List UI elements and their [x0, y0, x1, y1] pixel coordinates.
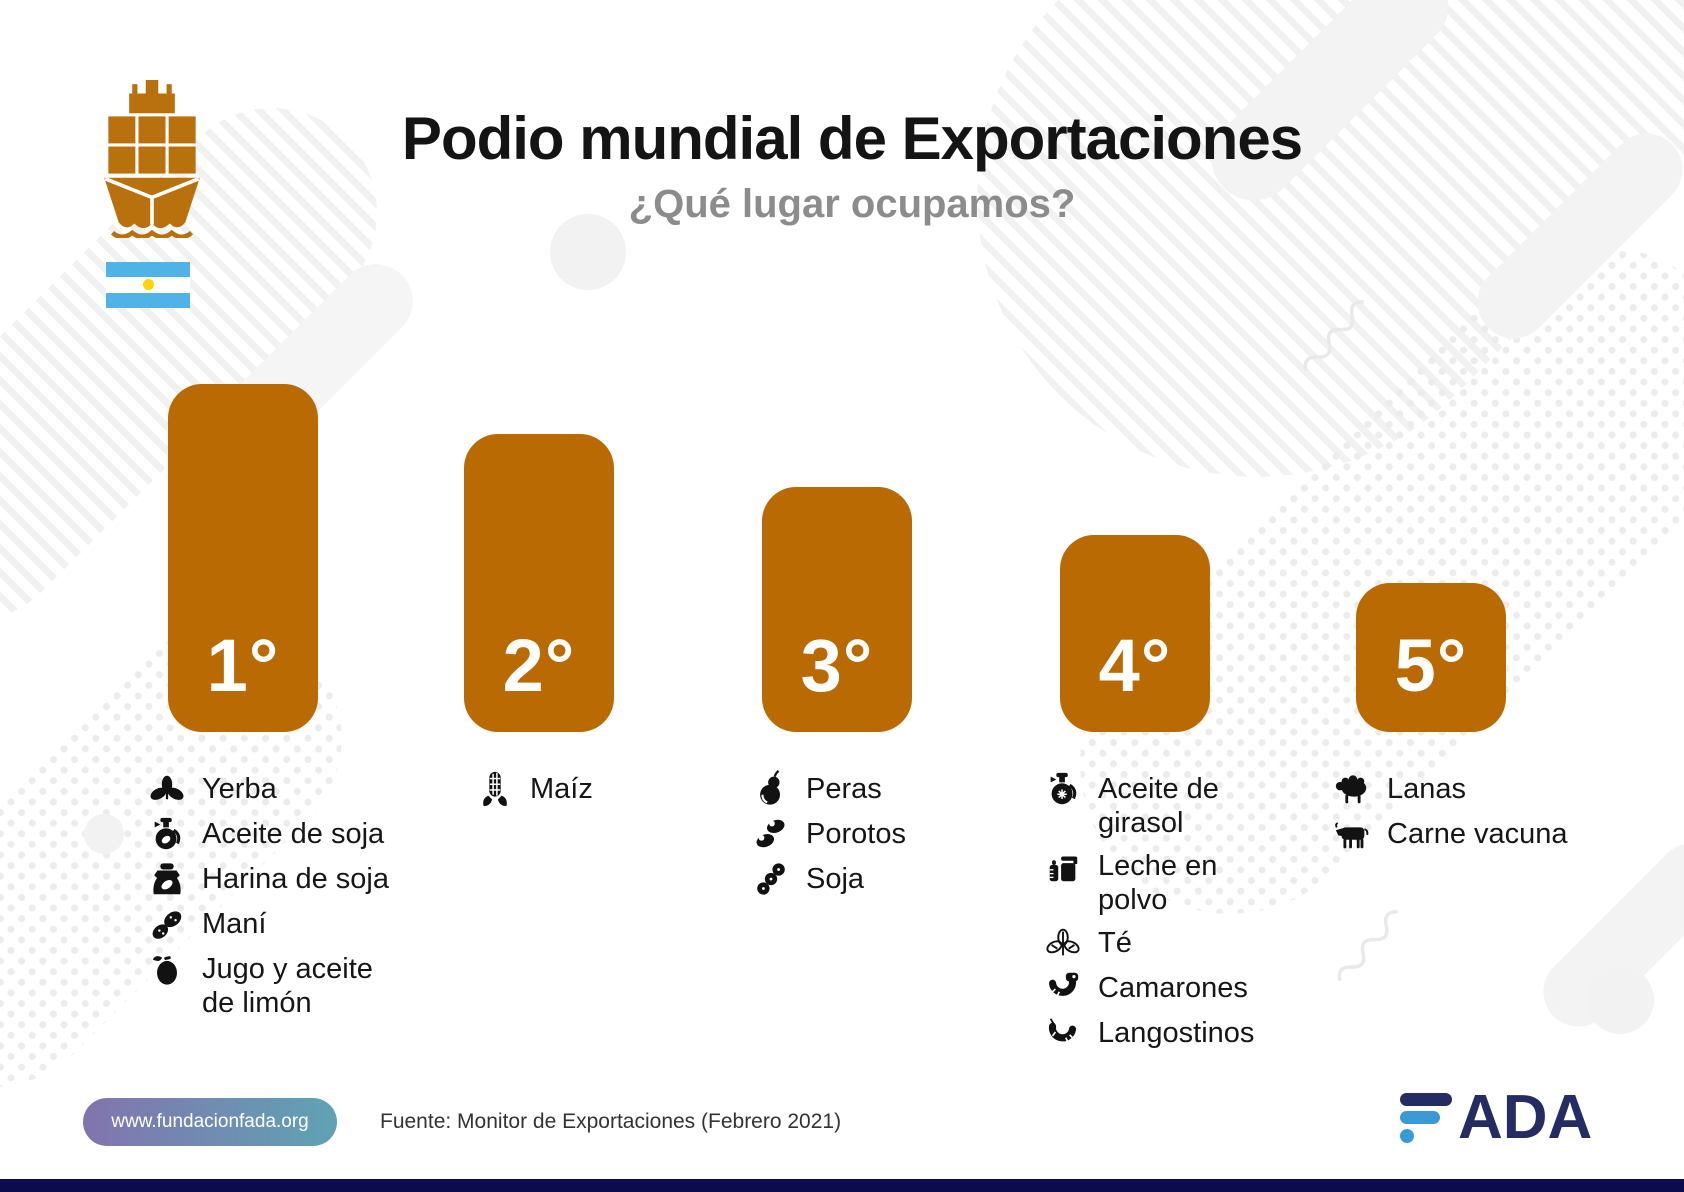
fada-f-dot	[1400, 1129, 1414, 1143]
product-label: Langostinos	[1098, 1017, 1255, 1049]
rank-label-2: 2°	[502, 624, 576, 707]
source-note: Fuente: Monitor de Exportaciones (Febrer…	[380, 1110, 842, 1133]
list-item: Yerba	[148, 770, 428, 808]
podium-bar-3: 3°	[762, 487, 912, 732]
list-item: Peras	[752, 770, 992, 808]
product-label: Maní	[202, 908, 267, 940]
website-url: www.fundacionfada.org	[111, 1111, 309, 1132]
milk-powder-icon	[1044, 847, 1082, 885]
list-item: Maní	[148, 905, 428, 943]
product-label: Porotos	[806, 818, 906, 850]
list-item: Lanas	[1333, 770, 1633, 808]
list-item: Soja	[752, 860, 992, 898]
prawn-icon	[1044, 1014, 1082, 1052]
fada-f-mark-icon	[1400, 1093, 1452, 1146]
rank-label-5: 5°	[1394, 624, 1468, 707]
podium-bar-5: 5°	[1356, 583, 1506, 732]
product-list-5: Lanas Carne vacuna	[1333, 770, 1633, 860]
rank-label-1: 1°	[206, 624, 280, 707]
list-item: Carne vacuna	[1333, 815, 1633, 853]
deco-circle	[1586, 966, 1654, 1034]
list-item: Langostinos	[1044, 1014, 1304, 1052]
page-title: Podio mundial de Exportaciones	[401, 105, 1303, 172]
flag-stripe-middle	[106, 277, 190, 293]
footer-navy-strip	[0, 1179, 1684, 1192]
fada-wordmark: ADA	[1458, 1083, 1593, 1152]
product-list-3: Peras Porotos Soja	[752, 770, 992, 905]
page-subtitle: ¿Qué lugar ocupamos?	[628, 182, 1076, 226]
list-item: Jugo y aceite de limón	[148, 950, 428, 1020]
podium-bar-1: 1°	[168, 384, 318, 732]
corn-icon	[476, 770, 514, 808]
fada-f-bar-navy	[1400, 1093, 1452, 1106]
product-label: Aceite de soja	[202, 818, 385, 850]
sheep-icon	[1333, 770, 1371, 808]
list-item: Camarones	[1044, 969, 1304, 1007]
podium-bar-4: 4°	[1060, 535, 1210, 732]
product-label: Lanas	[1387, 773, 1467, 805]
deco-squiggle-icon	[1303, 300, 1364, 372]
product-label: Carne vacuna	[1387, 818, 1568, 850]
rank-label-4: 4°	[1098, 624, 1172, 707]
soy-oil-jug-icon	[148, 815, 186, 853]
rank-label-3: 3°	[800, 624, 874, 707]
flag-sun	[142, 279, 154, 291]
product-list-1: Yerba Aceite de soja	[148, 770, 428, 1027]
beans-icon	[752, 815, 790, 853]
product-label: Aceite de girasol	[1098, 773, 1219, 839]
product-label: Maíz	[530, 773, 593, 805]
deco-capsule	[1528, 828, 1684, 1042]
list-item: Leche en polvo	[1044, 847, 1304, 917]
podium-bar-2: 2°	[464, 434, 614, 732]
argentina-flag-icon	[106, 262, 190, 308]
product-label: Leche en polvo	[1098, 850, 1218, 916]
deco-circle	[84, 814, 124, 854]
flag-stripe-bottom	[106, 292, 190, 308]
website-pill[interactable]: www.fundacionfada.org	[83, 1098, 337, 1146]
list-item: Té	[1044, 924, 1304, 962]
deco-stripes-band-top-right	[861, 0, 1684, 593]
cow-icon	[1333, 815, 1371, 853]
product-label: Harina de soja	[202, 863, 389, 895]
list-item: Aceite de soja	[148, 815, 428, 853]
product-list-2: Maíz	[476, 770, 696, 815]
tea-leaves-icon	[1044, 924, 1082, 962]
list-item: Porotos	[752, 815, 992, 853]
lemon-icon	[148, 950, 186, 988]
peanut-icon	[148, 905, 186, 943]
product-label: Peras	[806, 773, 882, 805]
product-list-4: Aceite de girasol Leche en polvo	[1044, 770, 1304, 1059]
fada-f-bar-blue	[1400, 1111, 1440, 1124]
list-item: Maíz	[476, 770, 696, 808]
product-label: Jugo y aceite de limón	[202, 953, 373, 1019]
list-item: Harina de soja	[148, 860, 428, 898]
product-label: Soja	[806, 863, 865, 895]
sunflower-oil-jug-icon	[1044, 770, 1082, 808]
pear-icon	[752, 770, 790, 808]
list-item: Aceite de girasol	[1044, 770, 1304, 840]
fada-logo: ADA	[1400, 1083, 1593, 1152]
product-label: Yerba	[202, 773, 277, 805]
flour-sack-icon	[148, 860, 186, 898]
shrimp-icon	[1044, 969, 1082, 1007]
yerba-leaves-icon	[148, 770, 186, 808]
deco-squiggle-icon	[1337, 910, 1398, 982]
soybean-pod-icon	[752, 860, 790, 898]
product-label: Té	[1098, 927, 1132, 959]
flag-stripe-top	[106, 262, 190, 278]
product-label: Camarones	[1098, 972, 1248, 1004]
